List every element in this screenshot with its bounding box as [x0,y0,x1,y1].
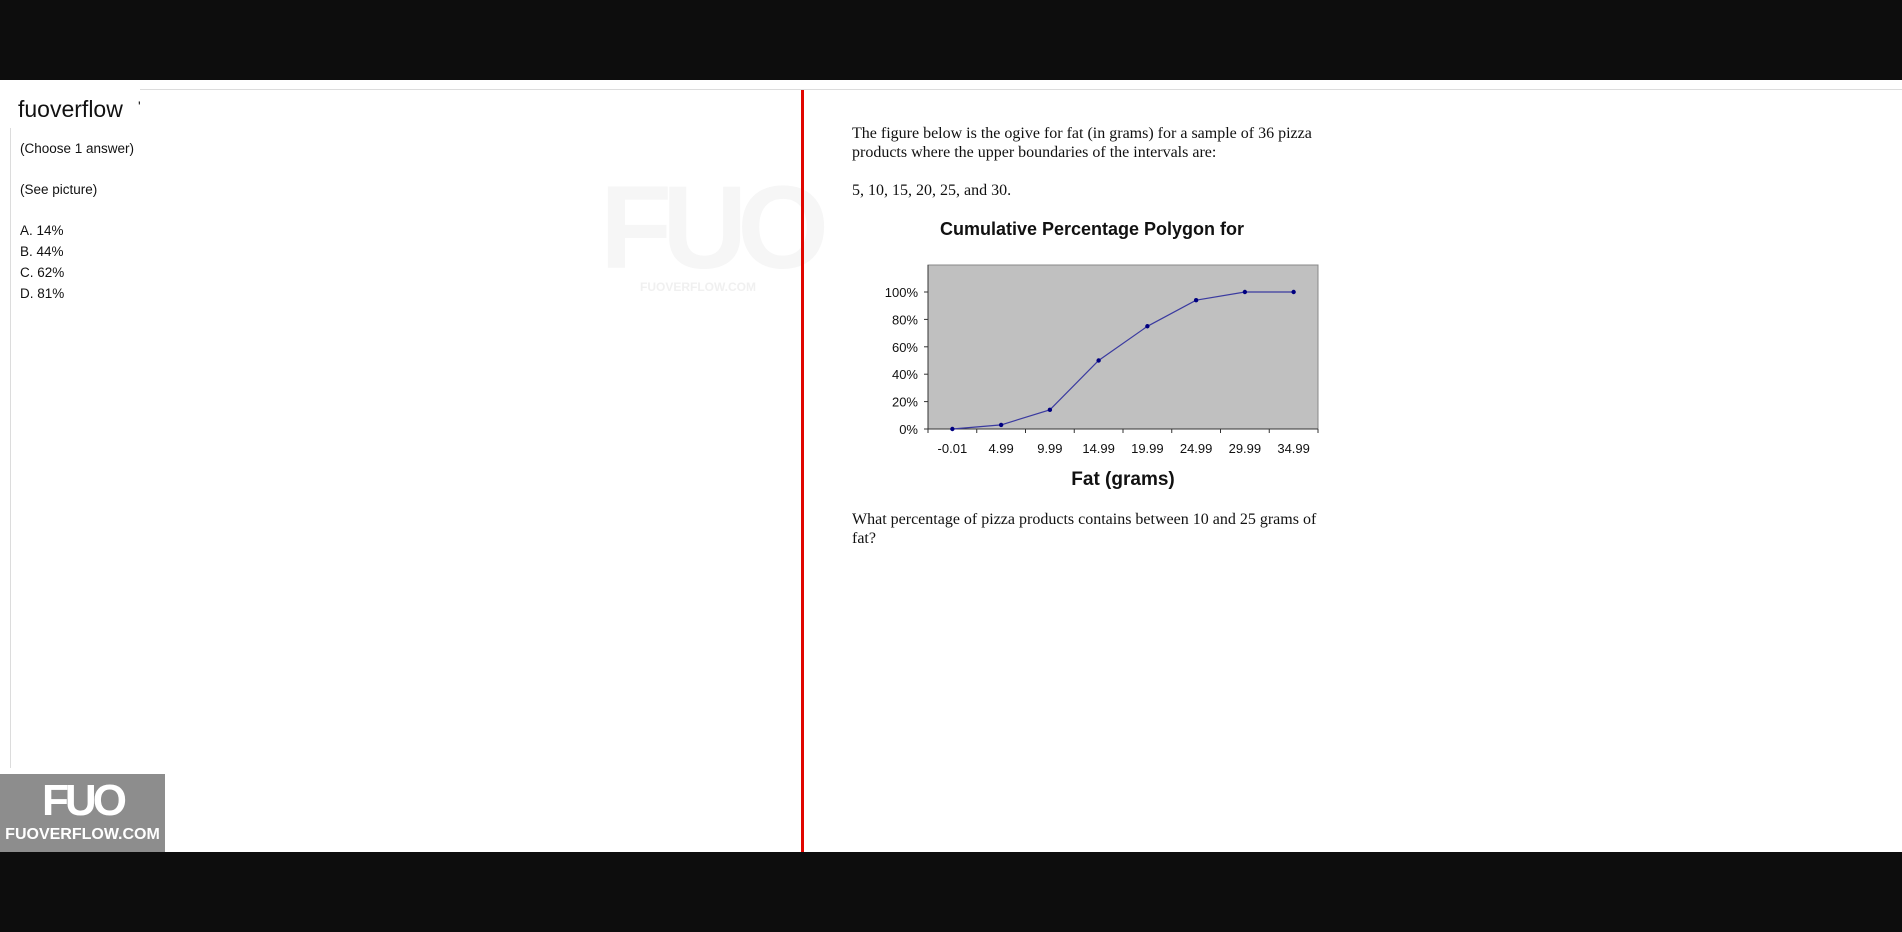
question-note: (See picture) [20,182,98,197]
bottom-bar [0,852,1902,932]
site-name-tick: ' [138,98,141,114]
answer-option-b[interactable]: B. 44% [20,244,64,259]
y-tick-label: 80% [892,312,918,327]
answer-option-a[interactable]: A. 14% [20,223,64,238]
logo-url: FUOVERFLOW.COM [5,826,160,843]
ogive-chart: Cumulative Percentage Polygon for 0% 20% 40… [852,213,1332,593]
y-tick-label: 0% [899,422,918,437]
document-intro: The figure below is the ogive for fat (i… [852,125,1312,161]
y-tick-label: 20% [892,395,918,410]
left-rule [10,128,11,768]
document-question: What percentage of pizza products contai… [852,511,1317,547]
x-tick-label: 4.99 [988,441,1013,456]
plot-area [927,264,1319,430]
data-point [1193,298,1199,303]
x-tick-label: 9.99 [1037,441,1062,456]
answer-option-c[interactable]: C. 62% [20,265,65,280]
x-tick-label: 14.99 [1082,441,1115,456]
y-tick-label: 40% [892,367,918,382]
panel-divider [801,90,804,852]
top-rule [140,89,1902,90]
x-tick-label: 29.99 [1229,441,1262,456]
x-tick-label: -0.01 [938,441,968,456]
cumulative-line [952,291,1294,430]
y-tick-label: 100% [885,285,919,300]
x-tick-label: 34.99 [1277,441,1310,456]
site-name[interactable]: fuoverflow [18,96,123,122]
fuoverflow-logo-badge[interactable]: FUO FUOVERFLOW.COM [0,774,165,852]
data-point [1145,324,1150,329]
logo-mark: FUO [42,776,127,825]
data-point [1242,289,1248,295]
data-point [1291,289,1296,295]
x-tick-label: 24.99 [1180,441,1213,456]
question-instruction: (Choose 1 answer) [20,141,135,156]
chart-title: Cumulative Percentage Polygon for [940,219,1244,239]
answer-option-d[interactable]: D. 81% [20,286,65,301]
chart-svg: Cumulative Percentage Polygon for 0% 20% 40… [885,219,1319,490]
top-bar [0,0,1902,80]
y-tick-label: 60% [892,340,918,355]
data-point [1047,407,1053,413]
watermark-mark: FUO [600,162,829,294]
x-tick-label: 19.99 [1131,441,1164,456]
document-boundaries: 5, 10, 15, 20, 25, and 30. [852,182,1012,199]
content-area: fuoverflow ' (Choose 1 answer) (See pict… [0,80,1902,852]
watermark: FUO FUOVERFLOW.COM [600,160,829,380]
watermark-url: FUOVERFLOW.COM [640,280,756,294]
data-point [950,426,955,432]
data-point [998,422,1004,428]
data-point [1096,358,1101,363]
x-axis-label: Fat (grams) [1071,469,1174,490]
